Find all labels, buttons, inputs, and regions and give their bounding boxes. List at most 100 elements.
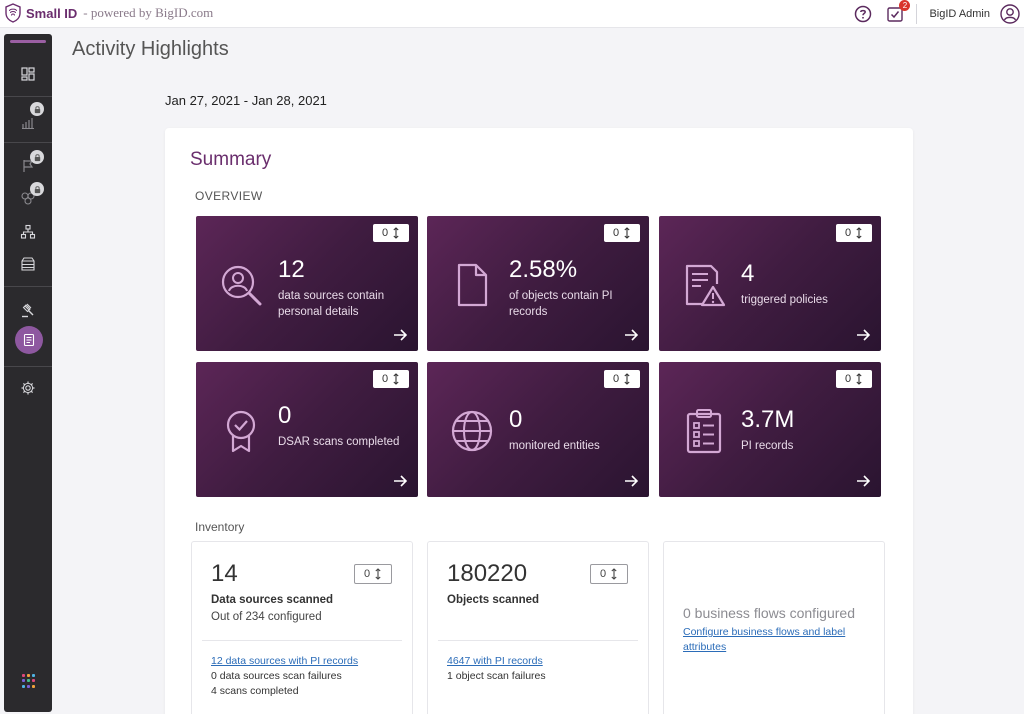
tile-value: 0 bbox=[278, 402, 292, 429]
sidebar-item-catalog[interactable] bbox=[4, 218, 52, 246]
overview-tile-pi-records[interactable]: 0 3.7M PI records bbox=[659, 362, 881, 497]
tasks-button[interactable]: 2 bbox=[886, 0, 911, 23]
sidebar-item-data-sources[interactable] bbox=[4, 250, 52, 278]
overview-tile-entities[interactable]: 0 0 monitored entities bbox=[427, 362, 649, 497]
counter-badge: 0 bbox=[590, 564, 628, 584]
policy-alert-icon bbox=[685, 264, 726, 307]
sidebar-item-analytics[interactable] bbox=[4, 108, 52, 136]
counter-value: 0 bbox=[844, 227, 852, 239]
document-icon bbox=[457, 263, 488, 307]
avatar[interactable] bbox=[1000, 4, 1020, 24]
inventory-label: Inventory bbox=[195, 520, 245, 534]
tile-value: 0 bbox=[509, 406, 523, 433]
counter-value: 0 bbox=[381, 373, 389, 385]
arrow-right-icon[interactable] bbox=[623, 327, 639, 343]
tile-description: monitored entities bbox=[509, 440, 600, 452]
sidebar-divider bbox=[4, 286, 52, 287]
counter-badge: 0 bbox=[604, 370, 640, 388]
inventory-detail: 4 scans completed bbox=[211, 685, 299, 697]
dashboard-icon bbox=[21, 67, 35, 81]
arrow-right-icon[interactable] bbox=[392, 473, 408, 489]
counter-value: 0 bbox=[381, 227, 389, 239]
sidebar-divider bbox=[4, 142, 52, 143]
tile-description: PI records bbox=[741, 440, 794, 452]
counter-value: 0 bbox=[612, 373, 620, 385]
divider bbox=[202, 640, 402, 641]
inventory-card-objects: 180220 0 Objects scanned 4647 with PI re… bbox=[427, 541, 649, 714]
overview-tile-data-sources[interactable]: 0 12 data sources contain personal detai… bbox=[196, 216, 418, 351]
user-name[interactable]: BigID Admin bbox=[929, 8, 990, 20]
sort-arrows-icon bbox=[856, 373, 862, 385]
lock-icon bbox=[34, 105, 40, 113]
pi-records-link[interactable]: 4647 with PI records bbox=[447, 655, 543, 667]
sort-arrows-icon bbox=[393, 227, 399, 239]
sidebar-item-settings[interactable] bbox=[4, 374, 52, 402]
sidebar bbox=[4, 34, 52, 712]
sidebar-item-policies[interactable] bbox=[4, 152, 52, 180]
sort-arrows-icon bbox=[375, 568, 381, 580]
tile-description: triggered policies bbox=[741, 294, 828, 306]
pi-records-link[interactable]: 12 data sources with PI records bbox=[211, 655, 359, 667]
lock-badge bbox=[30, 150, 44, 164]
inventory-detail: 1 object scan failures bbox=[447, 670, 546, 682]
tile-description: of objects contain PI records bbox=[509, 290, 613, 318]
arrow-right-icon[interactable] bbox=[623, 473, 639, 489]
gear-icon bbox=[21, 381, 35, 395]
inventory-value: 14 bbox=[211, 560, 238, 587]
counter-badge: 0 bbox=[604, 224, 640, 242]
apps-grid-icon[interactable] bbox=[22, 674, 36, 688]
divider bbox=[916, 4, 918, 24]
sort-arrows-icon bbox=[611, 568, 617, 580]
tasks-badge: 2 bbox=[899, 0, 911, 11]
help-icon[interactable] bbox=[854, 5, 872, 23]
inventory-detail: 0 data sources scan failures bbox=[211, 670, 342, 682]
configure-business-flows-link[interactable]: Configure business flows and label attri… bbox=[683, 626, 846, 653]
sort-arrows-icon bbox=[856, 227, 862, 239]
sidebar-item-compliance[interactable] bbox=[4, 296, 52, 324]
overview-tile-policies[interactable]: 0 4 triggered policies bbox=[659, 216, 881, 351]
org-chart-icon bbox=[20, 224, 36, 239]
top-right-controls: 2 BigID Admin bbox=[854, 0, 1020, 25]
arrow-right-icon[interactable] bbox=[855, 473, 871, 489]
sidebar-item-dashboard[interactable] bbox=[4, 60, 52, 88]
sort-arrows-icon bbox=[624, 373, 630, 385]
lock-badge bbox=[30, 182, 44, 196]
sidebar-item-reports[interactable] bbox=[15, 326, 43, 354]
sort-arrows-icon bbox=[393, 373, 399, 385]
overview-tile-objects-pi[interactable]: 0 2.58% of objects contain PI records bbox=[427, 216, 649, 351]
date-range[interactable]: Jan 27, 2021 - Jan 28, 2021 bbox=[165, 93, 327, 108]
powered-by-text: - powered by BigID.com bbox=[83, 5, 214, 20]
inventory-title: Objects scanned bbox=[447, 594, 540, 606]
counter-value: 0 bbox=[599, 568, 607, 580]
inventory-value: 180220 bbox=[447, 560, 528, 587]
tile-description: data sources contain personal details bbox=[278, 290, 385, 318]
arrow-right-icon[interactable] bbox=[392, 327, 408, 343]
overview-tile-dsar[interactable]: 0 0 DSAR scans completed bbox=[196, 362, 418, 497]
summary-title: Summary bbox=[190, 149, 272, 170]
top-bar: Small ID - powered by BigID.com 2 BigID … bbox=[0, 0, 1024, 28]
summary-card: Summary OVERVIEW 0 12 data sources conta… bbox=[165, 128, 913, 714]
arrow-right-icon[interactable] bbox=[855, 327, 871, 343]
logo[interactable]: Small ID - powered by BigID.com bbox=[4, 3, 213, 23]
gavel-icon bbox=[22, 303, 34, 318]
tile-value: 4 bbox=[741, 260, 755, 287]
lock-badge bbox=[30, 102, 44, 116]
tile-value: 2.58% bbox=[509, 256, 578, 283]
counter-badge: 0 bbox=[354, 564, 392, 584]
bar-chart-icon bbox=[22, 118, 34, 129]
counter-value: 0 bbox=[844, 373, 852, 385]
divider bbox=[438, 640, 638, 641]
sidebar-accent bbox=[10, 40, 46, 43]
clipboard-list-icon bbox=[686, 409, 722, 454]
inventory-subtitle: Out of 234 configured bbox=[211, 611, 322, 623]
globe-icon bbox=[451, 410, 493, 452]
lock-icon bbox=[34, 153, 40, 161]
overview-label: OVERVIEW bbox=[195, 189, 263, 203]
sidebar-item-clusters[interactable] bbox=[4, 184, 52, 212]
lock-icon bbox=[34, 185, 40, 193]
tile-value: 3.7M bbox=[741, 406, 795, 433]
page-title: Activity Highlights bbox=[72, 38, 229, 60]
report-icon bbox=[23, 333, 35, 347]
brand-name: Small ID bbox=[26, 5, 78, 21]
sidebar-divider bbox=[4, 366, 52, 367]
